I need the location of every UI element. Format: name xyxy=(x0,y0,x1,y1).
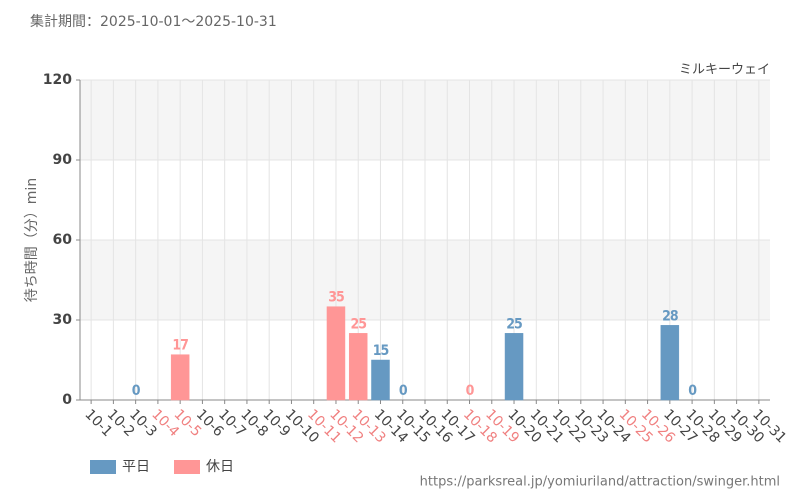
bar xyxy=(348,333,368,401)
data-label: 0 xyxy=(688,383,697,399)
legend-swatch xyxy=(90,460,116,474)
chart-title: 集計期間：2025-10-01～2025-10-31 xyxy=(30,13,277,30)
data-label: 25 xyxy=(350,316,366,332)
series-title: ミルキーウェイ xyxy=(679,63,770,78)
data-label: 25 xyxy=(506,316,522,332)
data-label: 0 xyxy=(466,383,475,399)
y-tick-label: 120 xyxy=(43,72,72,88)
bar xyxy=(170,354,190,401)
data-label: 28 xyxy=(662,308,678,324)
bar xyxy=(504,333,524,401)
y-tick-label: 0 xyxy=(62,392,72,408)
data-label: 0 xyxy=(132,383,141,399)
legend-swatch xyxy=(174,460,200,474)
legend-label: 休日 xyxy=(206,459,234,475)
y-tick-label: 90 xyxy=(53,152,73,168)
source-url: https://parksreal.jp/yomiuriland/attract… xyxy=(420,475,780,490)
legend-label: 平日 xyxy=(122,459,150,475)
bar xyxy=(371,359,390,401)
y-axis-label: 待ち時間（分）min xyxy=(24,178,40,302)
data-label: 15 xyxy=(373,343,389,359)
y-tick-label: 30 xyxy=(53,312,73,328)
bar xyxy=(660,325,680,401)
data-label: 17 xyxy=(172,338,188,354)
y-tick-label: 60 xyxy=(53,232,73,248)
data-label: 35 xyxy=(328,290,344,306)
data-label: 0 xyxy=(399,383,408,399)
bar xyxy=(326,306,346,401)
